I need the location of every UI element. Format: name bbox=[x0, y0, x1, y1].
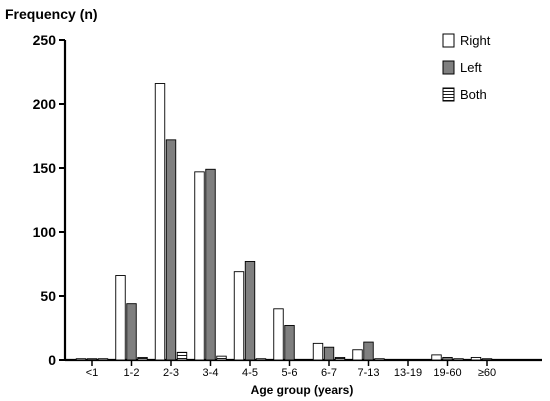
x-tick-label: 1-2 bbox=[124, 367, 140, 379]
bar-right-2 bbox=[154, 83, 166, 361]
bar-left-6 bbox=[323, 346, 335, 361]
y-tick-label: 250 bbox=[33, 32, 57, 48]
legend: Right Left Both bbox=[442, 33, 491, 102]
x-tick-label: 5-6 bbox=[282, 367, 298, 379]
bar-right-0 bbox=[75, 358, 87, 361]
bar-left-3 bbox=[205, 168, 216, 361]
x-tick-label: 19-60 bbox=[433, 367, 461, 379]
bar-right-1 bbox=[115, 275, 126, 361]
bar-both-1 bbox=[137, 356, 148, 361]
x-tick-label: 4-5 bbox=[242, 367, 258, 379]
bar-left-1 bbox=[126, 303, 137, 361]
bar-both-4 bbox=[255, 358, 267, 361]
bar-right-3 bbox=[194, 171, 205, 361]
bar-both-7 bbox=[374, 358, 385, 361]
y-tick-label: 200 bbox=[33, 96, 57, 112]
bar-left-2 bbox=[165, 139, 177, 361]
x-tick-label: 13-19 bbox=[394, 367, 422, 379]
legend-swatch-right bbox=[442, 33, 455, 48]
bar-right-4 bbox=[233, 271, 245, 361]
bar-both-2 bbox=[176, 351, 188, 361]
y-tick-label: 150 bbox=[33, 160, 57, 176]
x-tick-label: <1 bbox=[86, 367, 99, 379]
legend-swatch-left bbox=[442, 60, 455, 75]
y-axis-title: Frequency (n) bbox=[5, 6, 98, 22]
y-tick-label: 0 bbox=[48, 352, 56, 368]
y-tick-label: 100 bbox=[33, 224, 57, 240]
x-tick-label: 6-7 bbox=[321, 367, 337, 379]
bar-right-9 bbox=[431, 354, 442, 361]
x-tick-label: 7-13 bbox=[357, 367, 379, 379]
bar-left-0 bbox=[86, 358, 98, 361]
x-tick-label: 2-3 bbox=[163, 367, 179, 379]
bar-right-6 bbox=[312, 342, 324, 361]
legend-label-left: Left bbox=[460, 60, 482, 75]
bar-left-7 bbox=[363, 341, 374, 361]
x-axis-title: Age group (years) bbox=[251, 383, 354, 397]
bar-both-3 bbox=[216, 355, 227, 361]
bar-right-10 bbox=[470, 356, 482, 361]
legend-label-right: Right bbox=[460, 33, 491, 48]
bar-left-4 bbox=[244, 260, 256, 361]
legend-swatch-both bbox=[442, 87, 455, 102]
plot-area: 0 50 100 150 200 250 <1 1-2 2-3 3-4 4-5 5-6 6-7 7-13 1… bbox=[33, 32, 542, 379]
bar-both-9 bbox=[453, 358, 464, 361]
bar-both-6 bbox=[334, 356, 346, 361]
bar-right-5 bbox=[273, 308, 284, 361]
x-tick-label: ≥60 bbox=[478, 367, 496, 379]
bar-both-0 bbox=[97, 358, 109, 361]
bar-left-10 bbox=[481, 358, 493, 361]
legend-label-both: Both bbox=[460, 87, 487, 102]
x-tick-label: 3-4 bbox=[203, 367, 219, 379]
bar-left-5 bbox=[284, 324, 295, 361]
bar-left-9 bbox=[442, 356, 453, 361]
y-tick-label: 50 bbox=[40, 288, 56, 304]
bar-right-7 bbox=[352, 349, 363, 361]
